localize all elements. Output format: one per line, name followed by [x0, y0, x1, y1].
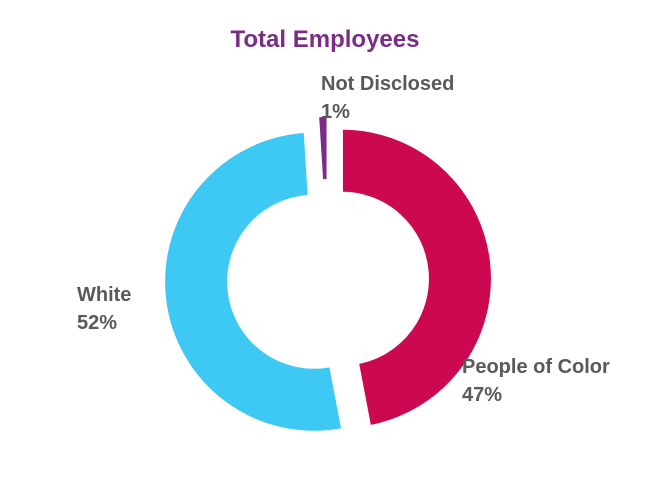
slice-percent: 47% [462, 384, 503, 406]
chart-title: Total Employees [230, 26, 420, 53]
slice-label-white: White 52% [77, 281, 131, 337]
slice-percent: 1% [321, 101, 350, 123]
slice-percent: 52% [77, 312, 118, 334]
slice-name: White [77, 284, 132, 306]
slice-label-not-disclosed: Not Disclosed 1% [321, 70, 454, 126]
slice-label-people-of-color: People of Color 47% [462, 353, 610, 409]
donut-slice-people-of-color [340, 127, 493, 428]
donut-slice-white [163, 130, 344, 433]
slice-name: Not Disclosed [321, 73, 455, 95]
donut-slice-not-disclosed [317, 115, 329, 182]
slice-name: People of Color [462, 356, 610, 378]
